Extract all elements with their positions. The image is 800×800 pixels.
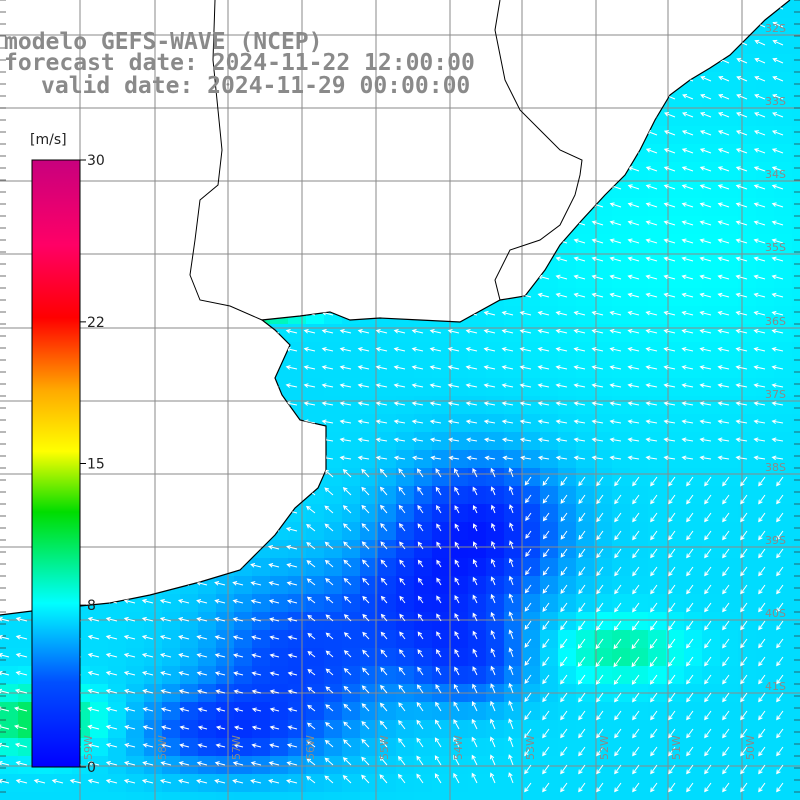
colorbar-ticks: 30 22 15 8 0 (80, 153, 105, 776)
grid-labels: 32S 33S 34S 35S 36S 37S 38S 39S 40S 41S 59W 58W 57W 5… (82, 22, 786, 760)
colorbar (31, 159, 81, 768)
title-forecast-date: forecast date: 2024-11-22 12:00:00 (4, 50, 475, 76)
lon-label: 56W (304, 735, 317, 760)
lon-label: 53W (524, 735, 537, 760)
lat-label: 35S (765, 241, 786, 254)
lon-label: 57W (230, 735, 243, 760)
title-model: modelo GEFS-WAVE (NCEP) (4, 29, 323, 55)
lon-label: 50W (744, 735, 757, 760)
lat-label: 41S (765, 680, 786, 693)
colorbar-tick-label: 15 (87, 457, 105, 473)
lat-label: 34S (765, 168, 786, 181)
coastline-inner (189, 0, 583, 321)
lon-label: 59W (82, 735, 95, 760)
lon-label: 51W (670, 735, 683, 760)
colorbar-unit: [m/s] (30, 132, 67, 148)
lat-label: 39S (765, 534, 786, 547)
lat-label: 38S (765, 461, 786, 474)
colorbar-frame (31, 159, 81, 768)
lon-label: 52W (598, 735, 611, 760)
title-valid-date: valid date: 2024-11-29 00:00:00 (41, 73, 471, 99)
lat-label: 40S (765, 607, 786, 620)
colorbar-tick-label: 0 (87, 760, 96, 776)
lat-label: 36S (765, 315, 786, 328)
colorbar-tick-label: 30 (87, 153, 105, 169)
colorbar-tick-label: 22 (87, 315, 105, 331)
lon-label: 55W (378, 735, 391, 760)
lon-label: 54W (452, 735, 465, 760)
lat-label: 37S (765, 388, 786, 401)
lat-label: 32S (765, 22, 786, 35)
lon-label: 58W (156, 735, 169, 760)
coastline (0, 0, 791, 616)
lat-label: 33S (765, 95, 786, 108)
colorbar-tick-label: 8 (87, 598, 96, 614)
